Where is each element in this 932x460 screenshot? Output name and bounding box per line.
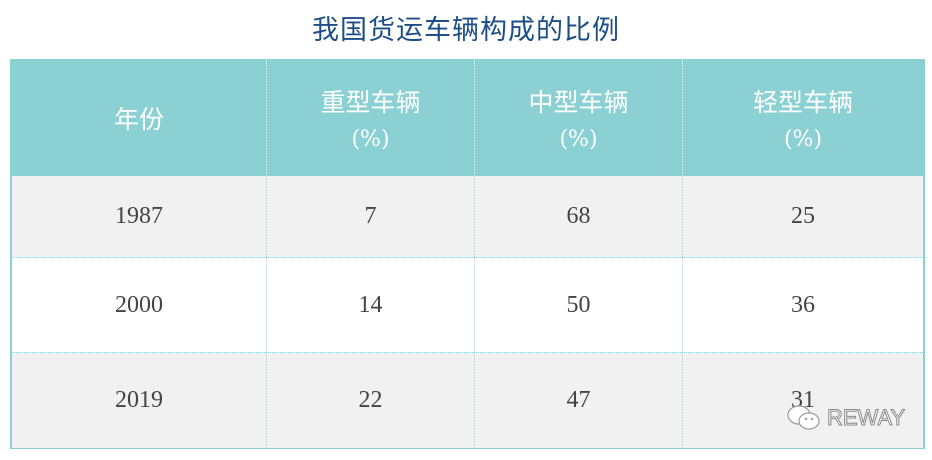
table-cell: 47 (474, 353, 682, 448)
table-row: 2019 22 47 31 (12, 352, 923, 448)
table-cell: 7 (266, 176, 474, 257)
table-cell: 50 (474, 258, 682, 353)
table-cell: 36 (682, 258, 923, 353)
header-label: 年份 (113, 104, 164, 134)
table-header-row: 年份 重型车辆 (%) 中型车辆 (%) 轻型车辆 (%) (12, 59, 923, 176)
header-label: 重型车辆 (320, 88, 421, 117)
table-title: 我国货运车辆构成的比例 (312, 15, 620, 46)
header-cell-light: 轻型车辆 (%) (682, 59, 923, 176)
header-cell-medium: 中型车辆 (%) (474, 59, 682, 176)
watermark-text: REWAY (826, 405, 906, 431)
table-cell: 1987 (115, 203, 163, 229)
data-table: 年份 重型车辆 (%) 中型车辆 (%) 轻型车辆 (%) 1987 7 68 … (10, 59, 925, 449)
header-unit: (%) (783, 127, 823, 152)
table-row: 1987 7 68 25 (12, 176, 923, 257)
table-cell: 68 (474, 176, 682, 257)
table-row: 2000 14 50 36 (12, 257, 923, 353)
table-cell: 25 (682, 176, 923, 257)
table-cell: 22 (266, 353, 474, 448)
wechat-icon (787, 405, 820, 430)
watermark: REWAY (787, 405, 906, 431)
table-cell: 14 (266, 258, 474, 353)
table-cell: 2000 (115, 292, 163, 318)
header-unit: (%) (351, 127, 390, 152)
header-unit: (%) (559, 127, 598, 152)
header-label: 中型车辆 (528, 88, 629, 117)
table-cell: 2019 (115, 387, 163, 413)
table-cell: 31 (682, 353, 923, 448)
header-cell-heavy: 重型车辆 (%) (266, 59, 474, 176)
header-label: 轻型车辆 (752, 88, 853, 117)
header-cell-year: 年份 (12, 59, 266, 176)
